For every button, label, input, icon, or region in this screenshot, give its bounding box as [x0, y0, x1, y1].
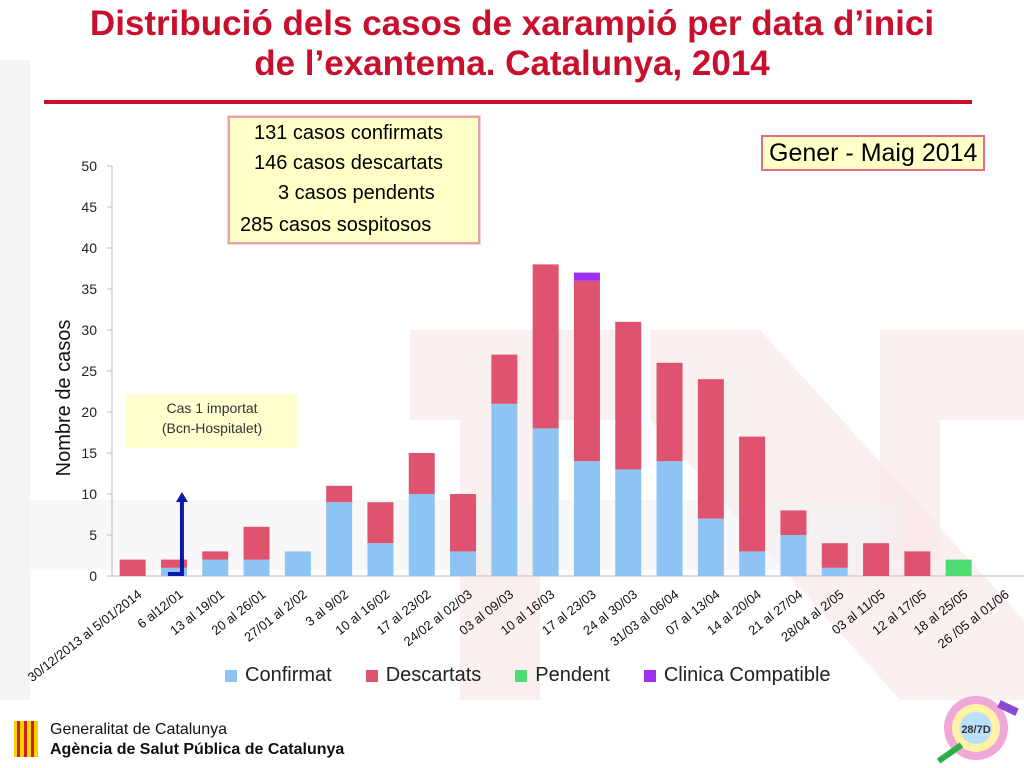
bar-descartats-0 — [119, 559, 146, 576]
bar-descartats-16 — [780, 510, 807, 535]
case-summary-box: 131 casos confirmats 146 casos descartat… — [228, 116, 480, 244]
y-tick-label: 0 — [89, 568, 97, 584]
y-axis-title: Nombre de casos — [53, 320, 75, 477]
bar-pendent-20 — [945, 559, 972, 576]
bar-descartats-6 — [367, 502, 394, 544]
bar-descartats-5 — [326, 485, 353, 503]
bar-clinica-compatible-11 — [573, 272, 600, 281]
y-tick-label: 30 — [81, 322, 97, 338]
bar-descartats-8 — [450, 494, 477, 552]
legend-item-pendent: Pendent — [515, 664, 610, 687]
imported-case-arrow — [167, 492, 188, 576]
bar-confirmat-8 — [450, 551, 477, 576]
y-tick-label: 45 — [81, 199, 97, 215]
y-tick-label: 50 — [81, 158, 97, 174]
bar-confirmat-17 — [821, 567, 848, 576]
bar-descartats-1 — [160, 559, 187, 568]
summary-pending: 3 casos pendents — [278, 182, 435, 204]
legend-label: Descartats — [385, 664, 482, 686]
bar-confirmat-6 — [367, 543, 394, 576]
footer-org-generalitat: Generalitat de Catalunya — [50, 721, 227, 738]
bar-confirmat-13 — [656, 461, 683, 576]
bar-confirmat-3 — [243, 559, 270, 576]
title-underline — [44, 100, 972, 104]
bar-confirmat-7 — [408, 494, 435, 576]
imported-case-note: Cas 1 importat (Bcn-Hospitalet) — [126, 394, 298, 448]
legend-label: Clinica Compatible — [663, 664, 831, 686]
y-tick-label: 40 — [81, 240, 97, 256]
bar-confirmat-4 — [284, 551, 311, 576]
title-line-2: de l’exantema. Catalunya, 2014 — [254, 44, 770, 83]
bar-confirmat-10 — [532, 428, 559, 576]
bar-descartats-13 — [656, 362, 683, 462]
y-tick-label: 25 — [81, 363, 97, 379]
y-tick-label: 5 — [89, 527, 97, 543]
bar-confirmat-12 — [615, 469, 642, 576]
arrow-head — [175, 492, 188, 502]
footer-org-agency: Agència de Salut Pública de Catalunya — [50, 741, 345, 758]
summary-suspected: 285 casos sospitosos — [240, 214, 432, 236]
bar-descartats-18 — [863, 543, 890, 576]
legend-swatch — [643, 669, 656, 682]
summary-confirmed: 131 casos confirmats — [254, 122, 443, 144]
bar-descartats-2 — [202, 551, 229, 560]
note-line-1: Cas 1 importat — [166, 400, 258, 416]
bar-confirmat-5 — [326, 502, 353, 576]
bar-confirmat-16 — [780, 535, 807, 576]
legend-label: Pendent — [535, 664, 610, 686]
chart-title: Distribució dels casos de xarampió per d… — [0, 4, 1024, 84]
y-tick-label: 15 — [81, 445, 97, 461]
chart-legend: Confirmat Descartats Pendent Clinica Compat… — [225, 664, 865, 687]
bar-confirmat-9 — [491, 403, 518, 576]
bar-descartats-15 — [739, 436, 766, 552]
y-tick-label: 10 — [81, 486, 97, 502]
legend-item-clinica-compatible: Clinica Compatible — [643, 664, 831, 687]
bar-confirmat-2 — [202, 559, 229, 576]
legend-item-confirmat: Confirmat — [225, 664, 332, 687]
bar-descartats-7 — [408, 453, 435, 494]
x-tick-label: 26 /05 al 01/06 — [935, 587, 1012, 652]
legend-label: Confirmat — [245, 664, 332, 686]
period-label: Gener - Maig 2014 — [761, 135, 986, 171]
epidemic-curve-chart: 0 5 10 15 20 25 30 35 40 45 50 30/12/2013 al 5/01/… — [25, 158, 1024, 685]
bar-confirmat-14 — [697, 518, 724, 576]
bar-descartats-12 — [615, 321, 642, 470]
bar-confirmat-11 — [573, 461, 600, 576]
bar-descartats-3 — [243, 526, 270, 560]
legend-item-descartats: Descartats — [365, 664, 482, 687]
bar-descartats-10 — [532, 264, 559, 429]
bar-descartats-9 — [491, 354, 518, 404]
y-tick-label: 20 — [81, 404, 97, 420]
legend-swatch — [225, 669, 237, 682]
title-line-1: Distribució dels casos de xarampió per d… — [89, 4, 935, 43]
bar-descartats-11 — [573, 280, 600, 462]
bar-descartats-19 — [904, 551, 931, 576]
y-tick-label: 35 — [81, 281, 97, 297]
legend-swatch — [515, 669, 528, 682]
summary-discarded: 146 casos descartats — [254, 152, 443, 174]
legend-swatch — [365, 669, 378, 682]
generalitat-logo — [14, 721, 38, 757]
note-line-2: (Bcn-Hospitalet) — [161, 420, 263, 436]
bar-descartats-17 — [821, 543, 848, 568]
bar-descartats-14 — [697, 379, 724, 519]
badge-text: 28/7D — [961, 724, 990, 736]
bar-confirmat-15 — [739, 551, 766, 576]
campaign-badge-icon: 28/7D — [936, 696, 1019, 764]
bars-group — [119, 264, 972, 576]
x-tick-label: 30/12/2013 al 5/01/2014 — [25, 587, 145, 685]
bar-confirmat-1 — [160, 567, 187, 576]
